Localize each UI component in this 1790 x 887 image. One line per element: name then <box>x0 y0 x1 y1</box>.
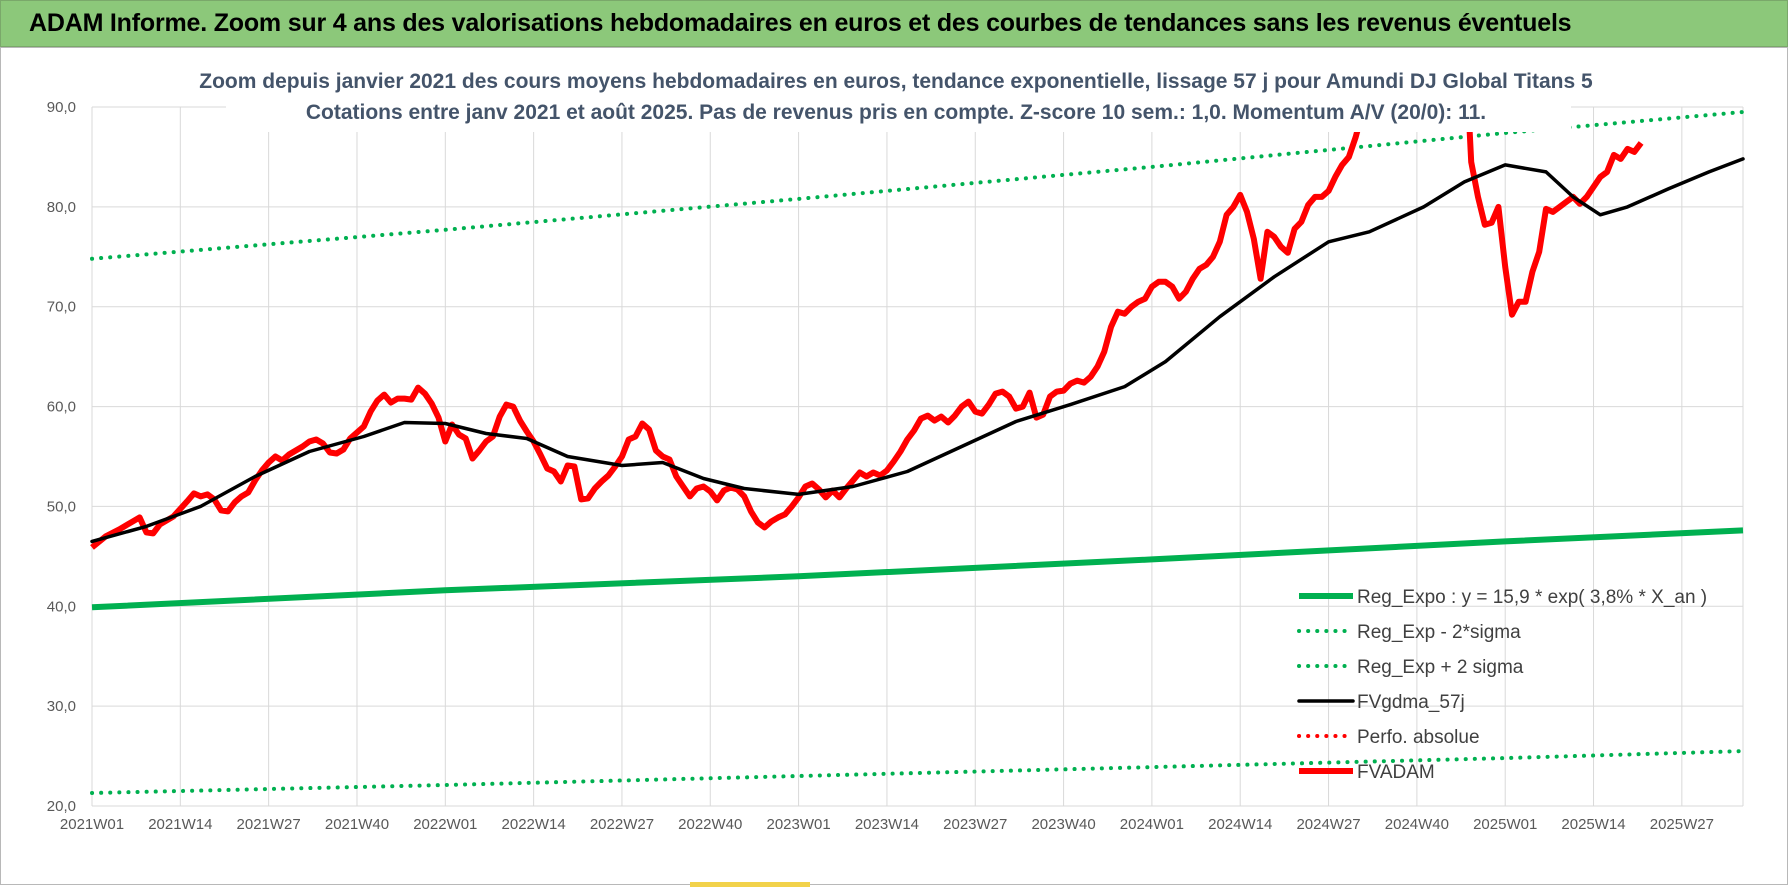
y-tick-label: 90,0 <box>47 99 76 116</box>
x-tick-label: 2025W14 <box>1561 816 1625 833</box>
legend-label-2: Reg_Exp + 2 sigma <box>1357 657 1524 678</box>
x-axis-ticks: 2021W01 2021W14 2021W27 2021W40 2022W01 2022W… <box>60 816 1714 833</box>
y-tick-label: 60,0 <box>47 399 76 416</box>
x-tick-label: 2024W01 <box>1120 816 1184 833</box>
x-tick-label: 2025W01 <box>1473 816 1537 833</box>
x-tick-label: 2023W40 <box>1031 816 1095 833</box>
series-line-1 <box>90 749 1745 795</box>
x-tick-label: 2022W01 <box>413 816 477 833</box>
sheet-tab-stub <box>690 882 810 887</box>
x-tick-label: 2023W14 <box>855 816 919 833</box>
series-line-5 <box>90 119 1644 550</box>
x-tick-label: 2021W27 <box>237 816 301 833</box>
x-tick-label: 2022W27 <box>590 816 654 833</box>
series-line-0 <box>91 527 1744 611</box>
x-tick-label: 2022W40 <box>678 816 742 833</box>
legend-label-5: FVADAM <box>1357 762 1435 783</box>
line-chart: 20,0 30,0 40,0 50,0 60,0 70,0 80,0 90,0 2021W01… <box>47 62 1745 833</box>
header-banner: ADAM Informe. Zoom sur 4 ans des valoris… <box>0 0 1788 47</box>
y-axis-ticks: 20,0 30,0 40,0 50,0 60,0 70,0 80,0 90,0 <box>47 99 76 815</box>
title-background <box>226 62 1571 132</box>
legend-label-0: Reg_Expo : y = 15,9 * exp( 3,8% * X_an ) <box>1357 587 1707 608</box>
legend-label-1: Reg_Exp - 2*sigma <box>1357 622 1521 643</box>
y-tick-label: 50,0 <box>47 498 76 515</box>
y-tick-label: 80,0 <box>47 199 76 216</box>
y-tick-label: 70,0 <box>47 299 76 316</box>
x-tick-label: 2023W27 <box>943 816 1007 833</box>
x-tick-label: 2022W14 <box>502 816 566 833</box>
y-tick-label: 40,0 <box>47 598 76 615</box>
legend-label-4: Perfo. absolue <box>1357 727 1480 748</box>
x-tick-label: 2024W14 <box>1208 816 1272 833</box>
series-line-3 <box>90 157 1745 544</box>
x-tick-label: 2025W27 <box>1650 816 1714 833</box>
banner-title: ADAM Informe. Zoom sur 4 ans des valoris… <box>29 9 1572 37</box>
x-tick-label: 2024W27 <box>1296 816 1360 833</box>
chart-title-line-1: Zoom depuis janvier 2021 des cours moyen… <box>199 70 1593 93</box>
grid <box>91 106 1744 807</box>
x-tick-label: 2021W01 <box>60 816 124 833</box>
y-tick-label: 30,0 <box>47 698 76 715</box>
x-tick-label: 2023W01 <box>766 816 830 833</box>
series-line-2 <box>90 110 1745 261</box>
chart-title-line-2: Cotations entre janv 2021 et août 2025. … <box>306 101 1486 124</box>
legend: Reg_Expo : y = 15,9 * exp( 3,8% * X_an )… <box>1297 587 1707 783</box>
y-tick-label: 20,0 <box>47 798 76 815</box>
series-lines <box>90 110 1745 795</box>
x-tick-label: 2024W40 <box>1385 816 1449 833</box>
legend-label-3: FVgdma_57j <box>1357 692 1465 713</box>
chart-area: 20,0 30,0 40,0 50,0 60,0 70,0 80,0 90,0 2021W01… <box>0 47 1788 885</box>
x-tick-label: 2021W14 <box>148 816 212 833</box>
x-tick-label: 2021W40 <box>325 816 389 833</box>
